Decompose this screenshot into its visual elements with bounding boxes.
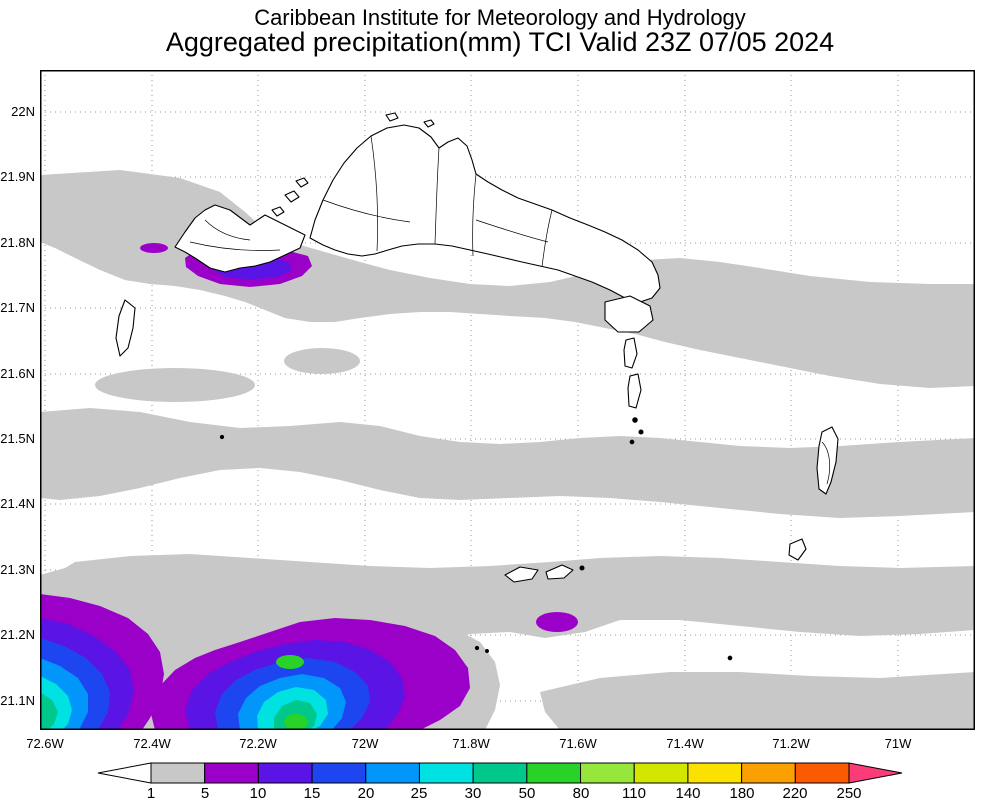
islet [632, 417, 638, 423]
latitude-label: 21.2N [0, 627, 35, 642]
island-boundary-line [541, 209, 553, 268]
colorbar-tick-label: 5 [200, 785, 210, 802]
colorbar-segment [580, 762, 635, 784]
latitude-label: 21.8N [0, 235, 35, 250]
latitude-label: 22N [11, 104, 35, 119]
latitude-label: 21.3N [0, 562, 35, 577]
colorbar-segment [526, 762, 582, 784]
longitude-label: 72.2W [239, 736, 277, 751]
longitude-label: 71.6W [559, 736, 597, 751]
islet [284, 190, 300, 203]
longitude-label: 72.4W [133, 736, 171, 751]
islet [474, 645, 480, 651]
longitude-label: 72W [351, 736, 379, 751]
colorbar-tick-label: 110 [622, 785, 646, 802]
colorbar-segment [150, 762, 206, 784]
island-grand-turk [816, 426, 839, 495]
island-boundary-line [475, 219, 549, 243]
colorbar-left-arrow [97, 762, 152, 784]
latitude-label: 21.7N [0, 300, 35, 315]
islet [485, 649, 489, 653]
colorbar-segment [257, 762, 313, 784]
colorbar-segment [687, 762, 743, 784]
latitude-label: 21.9N [0, 169, 35, 184]
islet [638, 429, 644, 435]
islet [423, 119, 435, 128]
island-south-caicos [604, 295, 654, 333]
latitude-label: 21.5N [0, 431, 35, 446]
product-title: Aggregated precipitation(mm) TCI Valid 2… [165, 27, 835, 57]
colorbar-segment [365, 762, 420, 784]
coastlines [115, 112, 839, 661]
colorbar-tick-label: 50 [518, 785, 536, 802]
island-north-middle-east-caicos [309, 124, 661, 303]
islet [629, 439, 635, 445]
precip-region-north-band [40, 170, 975, 388]
colorbar-tick-label: 1 [146, 785, 156, 802]
colorbar-segment [418, 762, 474, 784]
colorbar-segment [311, 762, 367, 784]
islet [295, 177, 309, 188]
precip-region-middle-band [40, 408, 975, 518]
precip-region-south-band [40, 554, 975, 730]
colorbar-segment [204, 762, 259, 784]
longitude-label: 71W [884, 736, 912, 751]
precip-spot-green-isolated [276, 655, 304, 669]
colorbar-tick-label: 30 [464, 785, 482, 802]
islet [727, 655, 733, 661]
longitude-label: 71.4W [666, 736, 704, 751]
island-salt-cay [788, 538, 807, 561]
island-boundary-line [821, 441, 831, 485]
colorbar-segment [472, 762, 528, 784]
precip-core-green [284, 714, 308, 730]
colorbar-tick-label: 25 [410, 785, 428, 802]
island-cay-chain [627, 373, 642, 409]
colorbar-tick-label: 10 [249, 785, 267, 802]
precip-region-blob-west [95, 368, 255, 402]
colorbar [97, 762, 903, 784]
precipitation-map [40, 70, 975, 730]
colorbar-segment [633, 762, 689, 784]
longitude-label: 72.6W [26, 736, 64, 751]
colorbar-segment [794, 762, 850, 784]
island-fish-cays [504, 566, 539, 583]
precip-corner-teal [40, 692, 58, 730]
islet [385, 112, 399, 122]
island-boundary-line [204, 219, 251, 241]
longitude-label: 71.8W [452, 736, 490, 751]
island-boundary-line [322, 199, 411, 223]
island-long-cay [623, 337, 638, 369]
islet [271, 206, 285, 217]
map-frame [40, 70, 975, 730]
island-bush-cay [545, 564, 574, 580]
colorbar-tick-label: 20 [357, 785, 375, 802]
latitude-label: 21.6N [0, 366, 35, 381]
precip-spot-purple-west [140, 243, 168, 253]
precip-region-southeast-mass [540, 672, 975, 730]
colorbar-tick-label: 180 [729, 785, 755, 802]
precip-region-blob-center [284, 348, 360, 374]
island-boundary-line [472, 173, 477, 257]
colorbar-tick-label: 15 [303, 785, 321, 802]
colorbar-right-arrow [848, 762, 903, 784]
island-boundary-line [434, 147, 440, 245]
longitude-label: 71.2W [772, 736, 810, 751]
colorbar-tick-label: 220 [782, 785, 808, 802]
island-boundary-line [189, 241, 281, 251]
latitude-label: 21.4N [0, 496, 35, 511]
colorbar-tick-label: 140 [675, 785, 701, 802]
colorbar-segment [741, 762, 796, 784]
island-west-caicos [115, 299, 136, 357]
institute-title: Caribbean Institute for Meteorology and … [254, 5, 746, 30]
island-boundary-line [370, 135, 378, 252]
colorbar-tick-label: 80 [572, 785, 590, 802]
latitude-label: 21.1N [0, 693, 35, 708]
precip-spot-purple-small [536, 612, 578, 632]
islet [579, 565, 585, 571]
colorbar-tick-label: 250 [836, 785, 862, 802]
islet [219, 434, 225, 440]
